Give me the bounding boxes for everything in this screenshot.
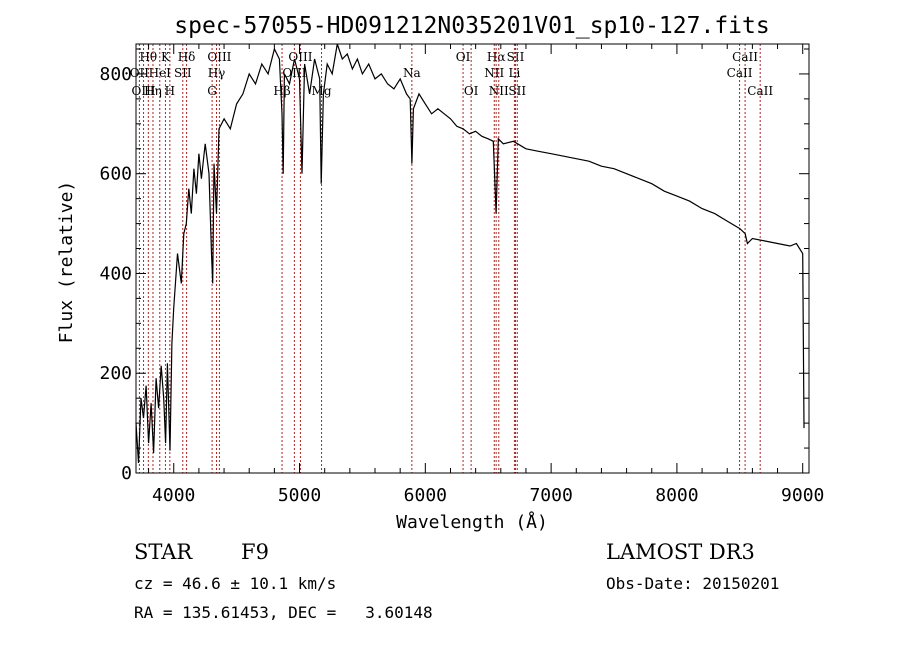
marker-label-1: OII [130, 66, 150, 80]
marker-label-8: H [165, 84, 175, 98]
x-tick-label-3: 7000 [529, 485, 572, 506]
y-tick-label-3: 600 [99, 164, 132, 185]
x-axis-label: Wavelength (Å) [396, 511, 548, 533]
marker-label-22: SII [507, 50, 525, 64]
marker-label-11: G [207, 84, 217, 98]
object-class: STAR [134, 540, 193, 564]
x-axis: 4000 5000 6000 7000 8000 9000 [148, 44, 824, 506]
marker-label-23: Li [508, 66, 520, 80]
y-axis: 0 200 400 600 800 [99, 48, 809, 484]
redshift-velocity: cz = 46.6 ± 10.1 km/s [134, 574, 337, 593]
marker-label-12: OIII [288, 50, 312, 64]
marker-label-7: SII [174, 66, 192, 80]
marker-label-24: SII [508, 84, 526, 98]
marker-label-21: NII [489, 84, 509, 98]
marker-label-4: HeI [149, 66, 172, 80]
x-tick-label-0: 4000 [152, 485, 195, 506]
x-tick-label-1: 5000 [278, 485, 321, 506]
marker-label-9: OIII [207, 50, 231, 64]
plot-frame [135, 43, 810, 474]
y-tick-label-2: 400 [99, 263, 132, 284]
y-tick-label-1: 200 [99, 363, 132, 384]
marker-label-2: OIII [132, 84, 156, 98]
survey-name: LAMOST DR3 [606, 540, 755, 564]
marker-label-25: CaII [732, 50, 758, 64]
marker-label-3: K [161, 50, 171, 64]
marker-label-20: NII [484, 66, 504, 80]
chart-title: spec-57055-HD091212N035201V01_sp10-127.f… [174, 13, 769, 39]
marker-label-13: OIII [282, 66, 306, 80]
x-tick-label-5: 9000 [781, 485, 824, 506]
spectral-subclass: F9 [241, 540, 269, 564]
spectrum-line [135, 43, 805, 464]
y-tick-label-0: 0 [121, 463, 132, 484]
x-tick-label-4: 8000 [655, 485, 698, 506]
marker-label-10: Hγ [208, 66, 226, 80]
marker-label-14: Hβ [273, 84, 290, 98]
marker-label-18: OI [464, 84, 479, 98]
y-tick-label-4: 800 [99, 64, 132, 85]
marker-label-17: OI [456, 50, 471, 64]
line-markers: Hθ OII OIII K HeI Hη Hδ SII H OIII Hγ G OIII OIII Hβ Mg… [130, 44, 773, 473]
x-tick-label-2: 6000 [404, 485, 447, 506]
marker-label-27: CaII [747, 84, 773, 98]
marker-label-5: Hη [144, 84, 162, 98]
marker-label-26: CaII [727, 66, 753, 80]
marker-label-16: Na [403, 66, 421, 80]
marker-label-6: Hδ [178, 50, 196, 64]
y-axis-label: Flux (relative) [56, 181, 77, 344]
marker-label-15: Mg [312, 84, 332, 98]
observation-date: Obs-Date: 20150201 [606, 574, 780, 593]
ra-dec-coordinates: RA = 135.61453, DEC = 3.60148 [134, 603, 433, 622]
marker-label-19: Hα [487, 50, 506, 64]
marker-label-0: Hθ [139, 50, 157, 64]
